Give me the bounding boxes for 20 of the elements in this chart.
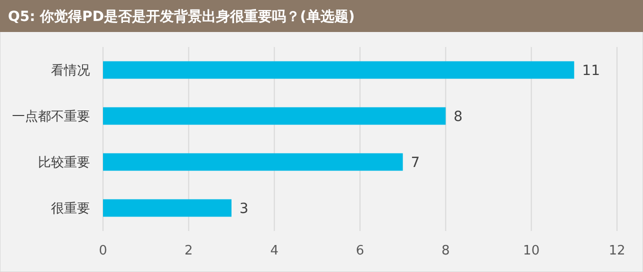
x-tick-label: 2 (184, 244, 193, 259)
x-tick-label: 0 (98, 244, 108, 259)
bar (103, 61, 574, 79)
bar (103, 199, 232, 217)
bar (103, 107, 446, 125)
x-tick-label: 4 (270, 244, 278, 259)
x-tick-label: 10 (523, 244, 540, 259)
data-label: 3 (240, 200, 248, 217)
y-tick-label: 比较重要 (38, 156, 90, 171)
bar (103, 153, 403, 171)
y-tick-label: 很重要 (51, 202, 90, 217)
data-label: 11 (582, 62, 600, 79)
y-tick-label: 一点都不重要 (12, 110, 90, 125)
x-tick-label: 6 (356, 244, 364, 259)
x-tick-label: 8 (442, 244, 450, 259)
data-label: 7 (410, 154, 420, 171)
chart-title: Q5: 你觉得PD是否是开发背景出身很重要吗？(单选题) (8, 8, 355, 25)
x-tick-label: 12 (608, 244, 626, 259)
y-tick-label: 看情况 (51, 64, 90, 79)
data-label: 8 (454, 108, 463, 125)
